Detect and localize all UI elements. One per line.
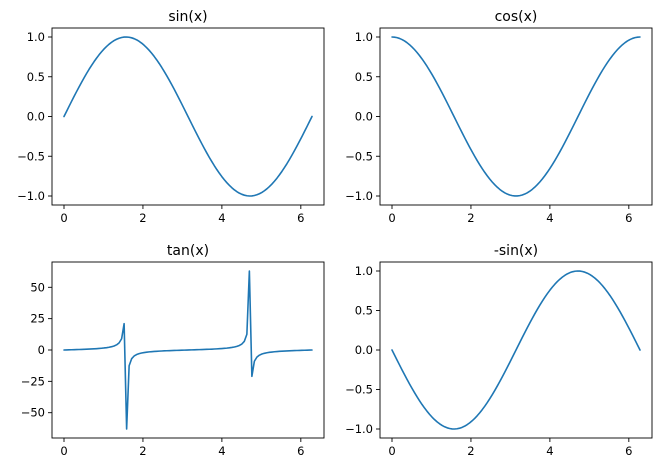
y-tick-label: 1.0	[355, 30, 373, 44]
x-tick-label: 0	[388, 211, 395, 225]
y-tick-label: 0.0	[27, 110, 45, 124]
y-tick-label: −0.5	[345, 149, 373, 163]
x-tick-label: 4	[546, 211, 553, 225]
series-line	[391, 36, 641, 197]
y-tick-label: 0.5	[27, 70, 45, 84]
subplot-cos: cos(x) 0 2 4 6 1.0 0.5 0.0 −0.5 −1.0	[345, 9, 653, 225]
x-tick-label: 2	[139, 211, 146, 225]
y-tick-label: 25	[30, 312, 45, 326]
x-tick-label: 4	[546, 444, 553, 458]
subplot-sin: sin(x) 0 2 4 6 1.0 0.5 0.0 −0.5 −1.0	[17, 9, 325, 225]
series-line	[63, 270, 313, 430]
subplot-title: -sin(x)	[494, 243, 538, 259]
y-tick-label: 1.0	[355, 264, 373, 278]
x-tick-label: 2	[139, 444, 146, 458]
x-tick-label: 0	[388, 444, 395, 458]
x-tick-label: 4	[218, 444, 225, 458]
x-tick-label: 4	[218, 211, 225, 225]
x-tick-label: 2	[467, 444, 474, 458]
y-tick-label: −1.0	[345, 189, 373, 203]
x-tick-label: 0	[60, 444, 67, 458]
y-tick-label: 50	[30, 280, 45, 294]
subplot-negsin: -sin(x) 0 2 4 6 1.0 0.5 0.0 −0.5 −1.0	[345, 243, 653, 458]
y-tick-label: 0.0	[355, 110, 373, 124]
y-tick-label: 0.0	[355, 343, 373, 357]
series-line	[63, 36, 313, 197]
subplot-tan: tan(x) 0 2 4 6 50 25 0 −25 −50	[21, 243, 325, 458]
y-tick-label: −50	[21, 406, 45, 420]
x-tick-label: 6	[625, 444, 632, 458]
x-tick-label: 6	[625, 211, 632, 225]
x-tick-label: 0	[60, 211, 67, 225]
x-tick-label: 6	[297, 211, 304, 225]
y-tick-label: 1.0	[27, 30, 45, 44]
x-tick-label: 2	[467, 211, 474, 225]
series-line	[391, 270, 641, 430]
y-tick-label: 0	[38, 343, 45, 357]
y-tick-label: −1.0	[17, 189, 45, 203]
y-tick-label: −25	[21, 374, 45, 388]
subplot-title: cos(x)	[495, 9, 538, 25]
y-tick-label: −0.5	[345, 383, 373, 397]
subplot-title: sin(x)	[168, 9, 207, 25]
y-tick-label: −1.0	[345, 422, 373, 436]
y-tick-label: 0.5	[355, 304, 373, 318]
subplot-title: tan(x)	[167, 243, 209, 259]
x-tick-label: 6	[297, 444, 304, 458]
y-tick-label: 0.5	[355, 70, 373, 84]
y-tick-label: −0.5	[17, 149, 45, 163]
